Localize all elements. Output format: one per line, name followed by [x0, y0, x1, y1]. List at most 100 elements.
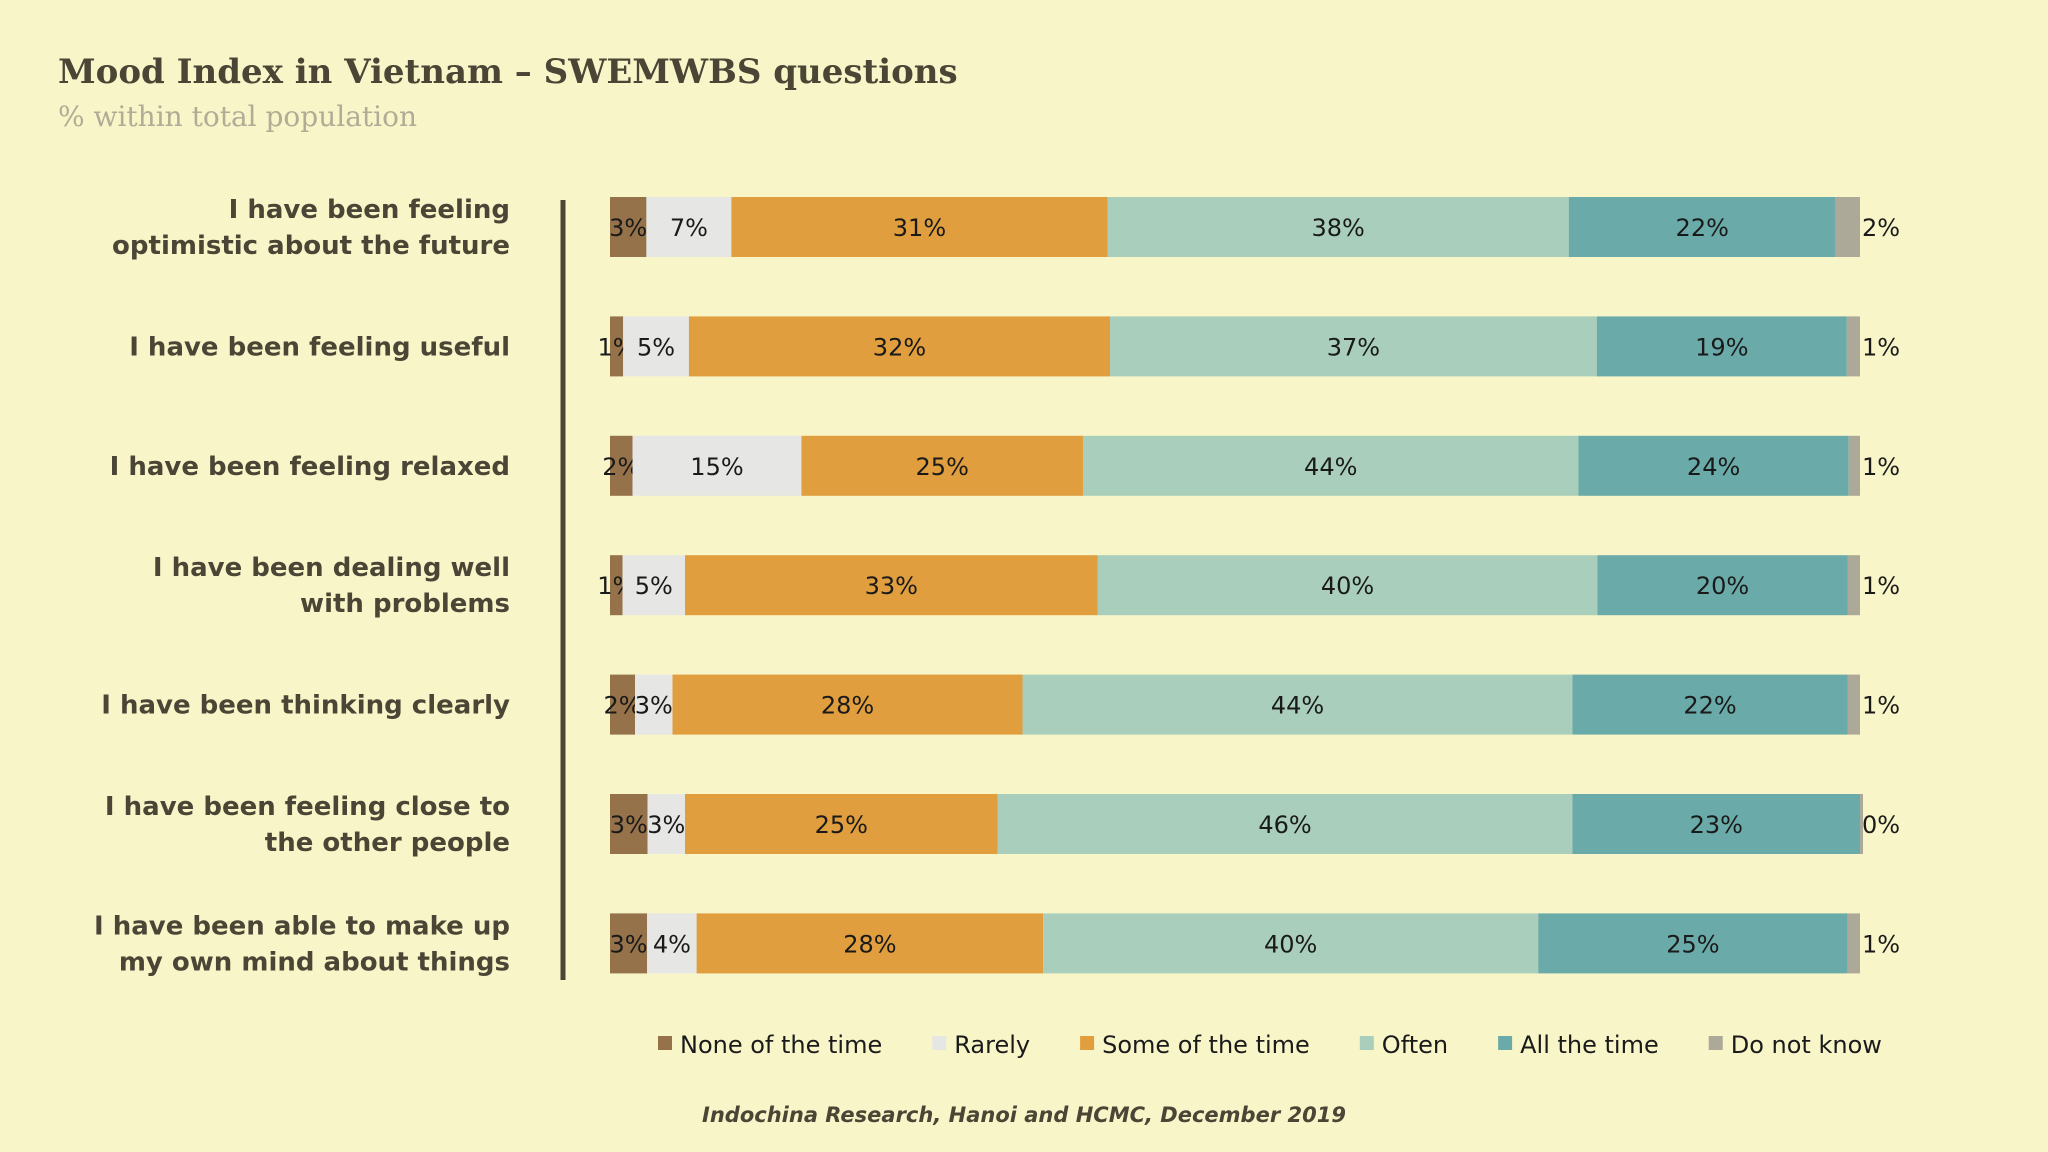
data-label: 1%	[1862, 930, 1900, 958]
legend-label: Do not know	[1731, 1031, 1882, 1059]
bar-segment	[997, 794, 1573, 854]
data-label: 1%	[1862, 453, 1900, 481]
bar-segment	[610, 435, 633, 496]
data-label: 5%	[635, 572, 673, 600]
data-label: 1%	[1862, 692, 1900, 720]
data-label: 38%	[1311, 214, 1364, 242]
category-label: I have been feeling close to	[105, 792, 510, 822]
category-label: the other people	[265, 828, 510, 858]
bar-segment	[1572, 794, 1860, 854]
data-label: 23%	[1690, 811, 1743, 839]
data-label: 37%	[1327, 333, 1380, 361]
bar-segment	[696, 913, 1044, 974]
data-label: 3%	[635, 692, 673, 720]
bar-segment	[646, 197, 732, 257]
category-label: I have been feeling useful	[129, 332, 510, 362]
chart-subtitle: % within total population	[58, 100, 417, 133]
bar-segment	[685, 794, 998, 854]
legend-swatch	[932, 1036, 947, 1050]
data-label: 31%	[893, 214, 946, 242]
data-label: 19%	[1695, 333, 1748, 361]
data-label: 1%	[1862, 333, 1900, 361]
bar-segment	[1848, 435, 1860, 496]
bar-segment	[1835, 197, 1860, 257]
bar-segment	[1082, 435, 1579, 496]
bar-segment	[1107, 197, 1569, 257]
bar-segment	[1597, 555, 1848, 616]
data-label: 3%	[610, 811, 648, 839]
chart-title: Mood Index in Vietnam – SWEMWBS question…	[58, 52, 958, 92]
category-label: I have been thinking clearly	[101, 691, 510, 721]
data-label: 28%	[843, 930, 896, 958]
data-label: 24%	[1687, 453, 1740, 481]
bar-segment	[610, 316, 624, 377]
bar-segment	[1847, 555, 1860, 616]
data-label: 44%	[1271, 692, 1324, 720]
data-label: 5%	[637, 333, 675, 361]
data-label: 46%	[1258, 811, 1311, 839]
bar-segment	[1568, 197, 1836, 257]
legend-label: Rarely	[954, 1031, 1030, 1059]
category-label: I have been able to make up	[94, 911, 510, 941]
bar-segment	[1860, 794, 1863, 854]
data-label: 2%	[1862, 214, 1900, 242]
data-label: 22%	[1683, 692, 1736, 720]
bar-segment	[1110, 316, 1597, 377]
legend-label: Some of the time	[1102, 1031, 1310, 1059]
data-label: 0%	[1862, 811, 1900, 839]
bar-segment	[635, 674, 673, 735]
bar-segment	[1846, 316, 1860, 377]
data-label: 3%	[609, 214, 647, 242]
data-label: 20%	[1696, 572, 1749, 600]
legend-label: All the time	[1520, 1031, 1659, 1059]
legend-swatch	[1080, 1036, 1095, 1050]
legend-label: None of the time	[680, 1031, 882, 1059]
data-label: 28%	[821, 692, 874, 720]
data-label: 4%	[653, 930, 691, 958]
legend-swatch	[1359, 1036, 1374, 1050]
category-label: optimistic about the future	[112, 231, 510, 261]
category-label: with problems	[300, 589, 510, 619]
bar-segment	[731, 197, 1108, 257]
data-label: 40%	[1321, 572, 1374, 600]
bar-segment	[1097, 555, 1598, 616]
bar-segment	[1572, 674, 1848, 735]
data-label: 3%	[610, 930, 648, 958]
data-label: 1%	[1862, 572, 1900, 600]
data-label: 44%	[1304, 453, 1357, 481]
legend-label: Often	[1382, 1031, 1448, 1059]
data-label: 33%	[865, 572, 918, 600]
legend-swatch	[658, 1036, 672, 1050]
bar-segment	[1538, 913, 1848, 974]
category-label: my own mind about things	[119, 947, 510, 977]
bar-segment	[672, 674, 1023, 735]
bar-segment	[610, 555, 623, 616]
bar-segment	[632, 435, 802, 496]
data-label: 7%	[670, 214, 708, 242]
data-label: 25%	[1666, 930, 1719, 958]
bar-segment	[1043, 913, 1539, 974]
bar-segment	[623, 316, 689, 377]
bar-segment	[685, 555, 1098, 616]
bar-segment	[647, 913, 697, 974]
data-label: 32%	[873, 333, 926, 361]
bar-segment	[610, 794, 648, 854]
bar-segment	[1847, 674, 1860, 735]
bar-segment	[610, 674, 635, 735]
data-label: 15%	[690, 453, 743, 481]
bar-segment	[610, 197, 647, 257]
legend-swatch	[1708, 1036, 1723, 1050]
data-label: 22%	[1676, 214, 1729, 242]
data-label: 25%	[916, 453, 969, 481]
bar-segment	[610, 913, 648, 974]
data-label: 25%	[815, 811, 868, 839]
category-label: I have been feeling	[229, 195, 510, 225]
source-footer: Indochina Research, Hanoi and HCMC, Dece…	[702, 1103, 1346, 1127]
bar-segment	[622, 555, 685, 616]
data-label: 40%	[1264, 930, 1317, 958]
data-label: 3%	[647, 811, 685, 839]
bar-segment	[688, 316, 1110, 377]
bar-segment	[647, 794, 685, 854]
bar-segment	[1578, 435, 1849, 496]
